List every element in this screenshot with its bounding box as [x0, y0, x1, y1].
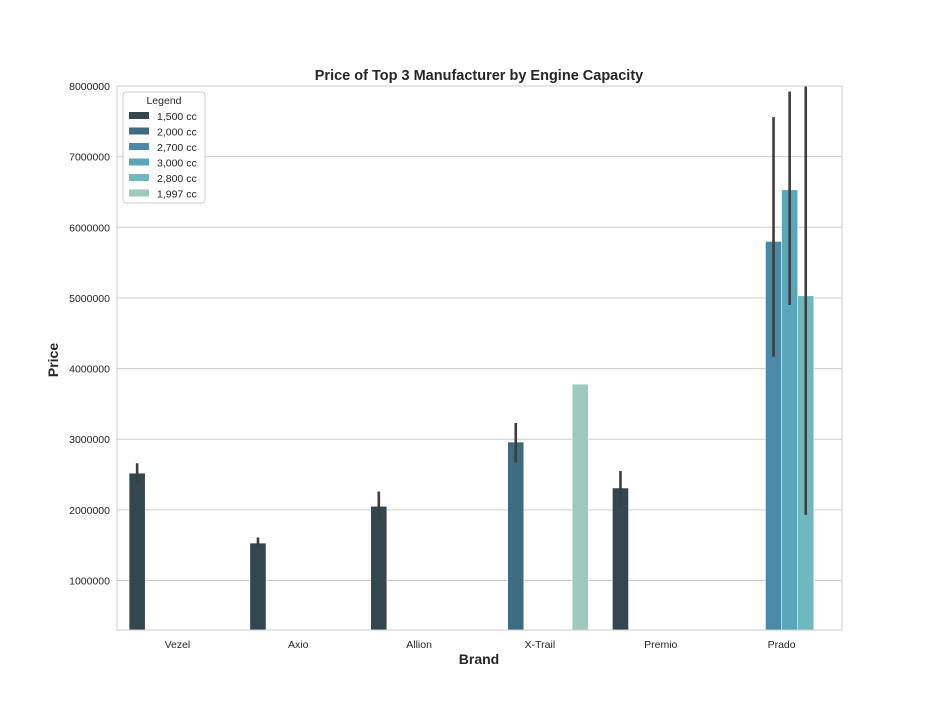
bar [612, 487, 629, 631]
legend-items: 1,500 cc 2,000 cc 2,700 cc 3,000 cc 2,800 cc… [129, 111, 197, 201]
bar [571, 383, 589, 631]
y-axis-title: Price [45, 343, 61, 377]
y-tick-label: 2000000 [69, 505, 110, 517]
legend-label: 3,000 cc [157, 158, 197, 170]
legend-label: 1,500 cc [157, 111, 197, 123]
y-tick-label: 7000000 [69, 152, 110, 164]
x-tick-label: X-Trail [525, 639, 556, 651]
y-tick-label: 1000000 [69, 576, 110, 588]
gridlines [117, 85, 842, 582]
bars [128, 189, 815, 631]
legend-label: 2,700 cc [157, 142, 197, 154]
legend-label: 1,997 cc [157, 189, 197, 201]
legend-swatch [129, 158, 149, 166]
x-tick-label: Allion [406, 639, 432, 651]
bar [370, 506, 388, 631]
legend-swatch [129, 189, 149, 197]
error-bars [135, 86, 808, 547]
x-tick-label: Vezel [165, 639, 191, 651]
legend: Legend 1,500 cc 2,000 cc 2,700 cc 3,000 cc 2… [122, 91, 206, 204]
legend-swatch [129, 127, 149, 135]
plot-frame [116, 85, 843, 631]
legend-swatch [129, 112, 149, 119]
y-tick-label: 8000000 [69, 81, 110, 93]
legend-label: 2,000 cc [157, 127, 197, 139]
legend-swatch [129, 143, 149, 150]
bar [128, 472, 146, 631]
chart-title: Price of Top 3 Manufacturer by Engine Ca… [315, 68, 643, 84]
x-tick-label: Prado [768, 639, 796, 651]
y-tick-label: 6000000 [69, 222, 110, 234]
x-axis-ticks: Vezel Axio Allion X-Trail Premio Prado [165, 639, 796, 651]
x-axis-title: Brand [459, 651, 499, 667]
y-tick-label: 5000000 [69, 293, 110, 305]
bar [507, 441, 525, 631]
y-axis-ticks: 1000000 2000000 3000000 4000000 5000000 60000… [69, 81, 110, 588]
legend-label: 2,800 cc [157, 173, 197, 185]
legend-swatch [129, 174, 149, 181]
x-tick-label: Axio [288, 639, 309, 651]
x-tick-label: Premio [644, 639, 677, 651]
y-tick-label: 4000000 [69, 364, 110, 376]
legend-title: Legend [146, 95, 181, 107]
y-tick-label: 3000000 [69, 434, 110, 446]
bar [249, 542, 267, 631]
